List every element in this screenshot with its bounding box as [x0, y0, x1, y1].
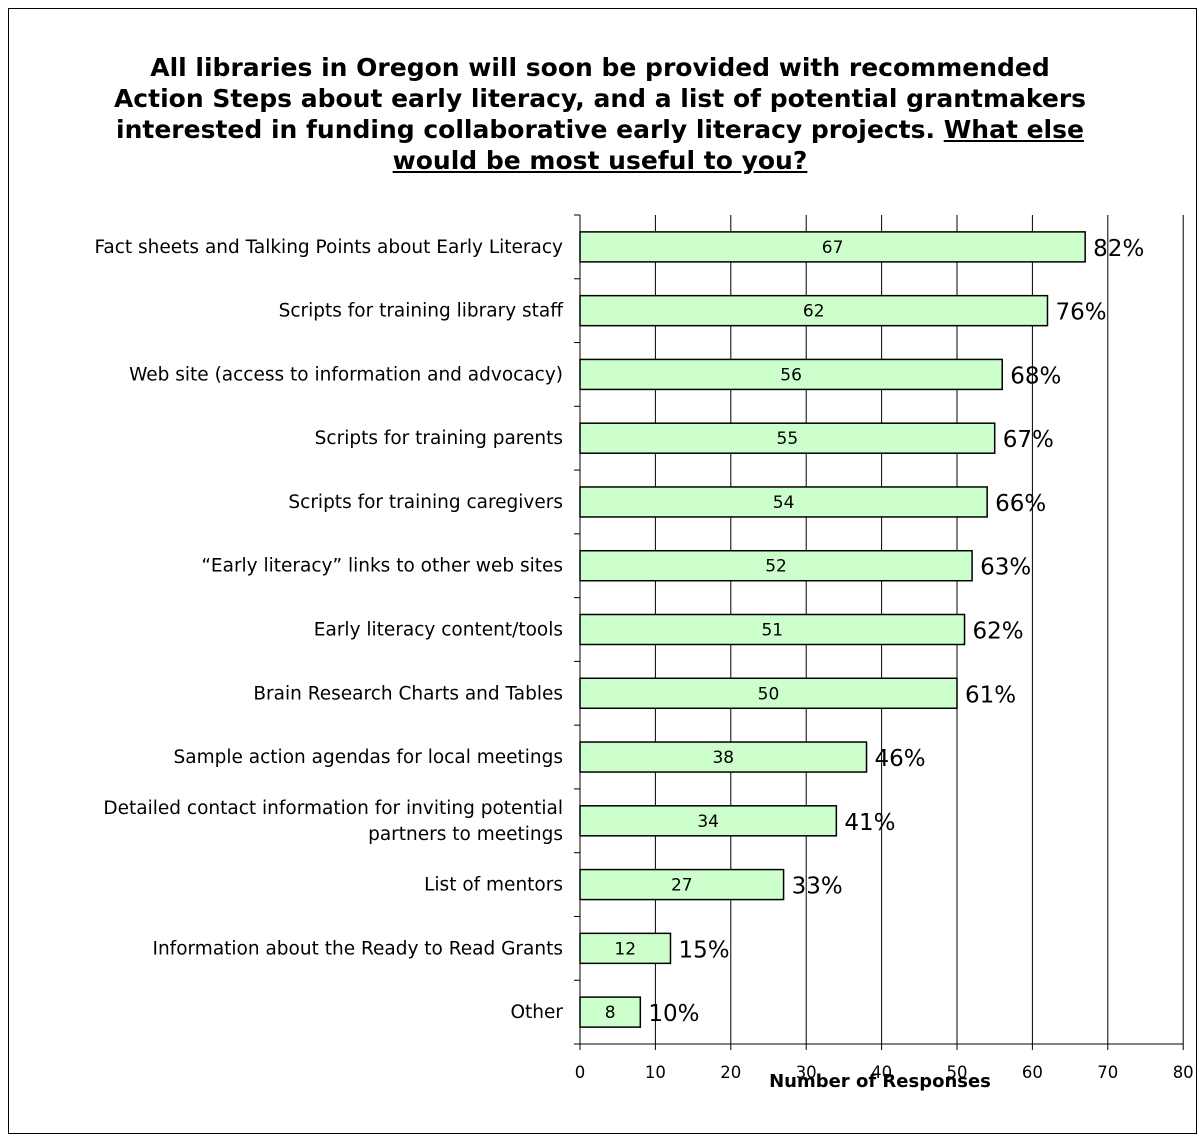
bar-percent-label: 33%: [792, 874, 843, 900]
chart-title-question: What else would be most useful to you?: [392, 115, 1084, 175]
chart-frame: [8, 8, 1197, 1134]
bar-value-label: 54: [773, 493, 795, 513]
chart-title: All libraries in Oregon will soon be pro…: [110, 52, 1090, 176]
bar-percent-label: 82%: [1093, 236, 1144, 262]
bar-value-label: 52: [765, 557, 787, 577]
bar: [579, 932, 672, 965]
bar: [579, 358, 1003, 391]
bar-value-label: 50: [758, 684, 780, 704]
chart-title-main: All libraries in Oregon will soon be pro…: [113, 53, 1087, 144]
category-label: Scripts for training caregivers: [288, 492, 563, 513]
bar-percent-label: 15%: [678, 937, 729, 963]
category-label: Scripts for training library staff: [279, 301, 565, 322]
bar: [579, 549, 973, 582]
bar-percent-label: 46%: [875, 746, 926, 772]
x-tick-label: 20: [720, 1063, 741, 1082]
bar: [579, 677, 958, 710]
bar: [579, 422, 996, 454]
x-axis-label: Number of Responses: [769, 1071, 991, 1092]
bar: [579, 231, 1086, 263]
bar: [579, 294, 1049, 327]
category-label: Information about the Ready to Read Gran…: [153, 938, 564, 959]
bar: [579, 741, 868, 773]
x-tick-label: 60: [1022, 1063, 1043, 1082]
bar: [579, 868, 785, 901]
category-label: Brain Research Charts and Tables: [253, 683, 563, 704]
category-label: “Early literacy” links to other web site…: [201, 556, 563, 577]
bar: [579, 613, 966, 646]
bar-value-label: 27: [671, 876, 693, 896]
bar-percent-label: 68%: [1010, 363, 1061, 389]
bar-value-label: 51: [761, 621, 783, 641]
bar-value-label: 34: [697, 812, 719, 832]
bar-value-label: 8: [605, 1003, 616, 1023]
x-tick-label: 80: [1173, 1063, 1194, 1082]
bar-percent-label: 66%: [995, 491, 1046, 517]
bar-percent-label: 76%: [1055, 300, 1106, 326]
bar: [579, 805, 838, 837]
category-label: List of mentors: [424, 875, 563, 896]
bar-value-label: 62: [803, 302, 825, 322]
category-label: Other: [510, 1002, 563, 1023]
x-tick-label: 10: [645, 1063, 666, 1082]
category-label: Detailed contact information for invitin…: [103, 798, 563, 819]
bar-percent-label: 67%: [1003, 427, 1054, 453]
bar-percent-label: 41%: [844, 810, 895, 836]
x-tick-label: 50: [947, 1063, 968, 1082]
bar: [579, 486, 988, 518]
category-label: Early literacy content/tools: [314, 620, 563, 641]
bar-value-label: 55: [777, 429, 799, 449]
x-tick-label: 70: [1097, 1063, 1118, 1082]
x-tick-label: 30: [796, 1063, 817, 1082]
bar-value-label: 67: [822, 238, 844, 258]
category-label: partners to meetings: [368, 824, 563, 845]
category-label: Scripts for training parents: [315, 428, 563, 449]
category-label: Fact sheets and Talking Points about Ear…: [94, 237, 563, 258]
bar-value-label: 12: [614, 939, 636, 959]
category-label: Sample action agendas for local meetings: [174, 747, 563, 768]
category-label: Web site (access to information and advo…: [129, 364, 563, 385]
bar-value-label: 38: [712, 748, 734, 768]
x-tick-label: 0: [575, 1063, 586, 1082]
bar-value-label: 56: [780, 365, 802, 385]
bar-percent-label: 62%: [973, 619, 1024, 645]
x-tick-label: 40: [871, 1063, 892, 1082]
bar: [579, 996, 642, 1028]
bar-percent-label: 10%: [648, 1001, 699, 1027]
bar-percent-label: 61%: [965, 682, 1016, 708]
bar-percent-label: 63%: [980, 555, 1031, 581]
